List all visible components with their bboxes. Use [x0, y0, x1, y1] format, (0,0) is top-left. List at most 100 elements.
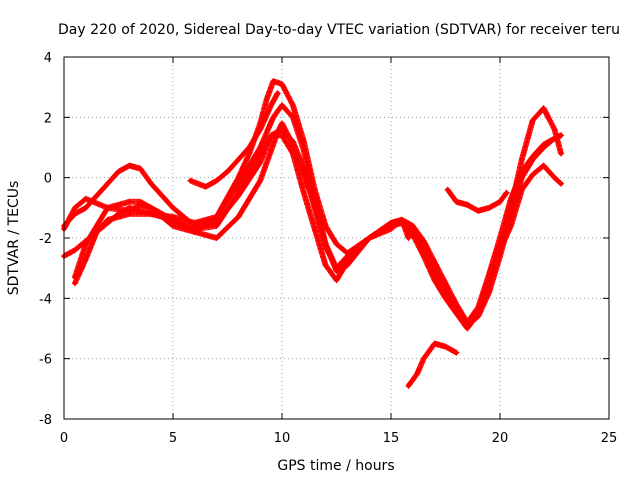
data-point: [388, 220, 394, 226]
series-markers: [71, 126, 565, 332]
data-point: [83, 256, 89, 262]
data-point: [497, 244, 503, 250]
data-point: [116, 169, 121, 174]
y-tick-label: 2: [44, 111, 52, 126]
data-point: [214, 214, 219, 220]
data-point: [552, 175, 557, 180]
data-point: [465, 202, 470, 208]
data-point: [421, 238, 426, 244]
data-point: [72, 205, 78, 211]
data-point: [138, 166, 143, 171]
plot-frame: [63, 56, 610, 420]
data-point: [170, 223, 176, 229]
data-point: [214, 235, 219, 241]
data-point: [188, 178, 193, 183]
data-point: [170, 214, 176, 220]
series-track-3: [71, 126, 565, 332]
data-point: [323, 223, 328, 229]
data-point: [301, 148, 306, 153]
data-point: [445, 187, 450, 192]
data-point: [268, 148, 274, 153]
data-point: [236, 214, 241, 220]
x-axis-label: GPS time / hours: [277, 458, 394, 474]
data-point: [83, 205, 89, 211]
data-point: [203, 184, 208, 189]
data-point: [105, 181, 110, 186]
data-point: [290, 139, 296, 144]
y-tick-label: 4: [44, 51, 52, 66]
data-point: [552, 127, 557, 132]
data-point: [410, 223, 415, 229]
data-point: [264, 97, 269, 102]
data-point: [454, 199, 459, 204]
data-point: [290, 151, 296, 156]
data-point: [486, 205, 492, 211]
data-point: [290, 115, 296, 120]
data-point: [432, 259, 437, 265]
data-point: [83, 241, 89, 247]
data-point: [465, 326, 470, 331]
data-point: [236, 190, 241, 195]
data-point: [72, 211, 78, 217]
y-tick-label: -2: [39, 232, 52, 247]
data-point: [290, 103, 296, 108]
data-point: [454, 350, 459, 355]
data-point: [279, 103, 285, 108]
data-point: [83, 196, 89, 201]
data-point: [367, 235, 372, 241]
series-track-6: [187, 90, 281, 190]
data-point: [271, 78, 276, 84]
data-point: [127, 163, 132, 168]
data-point: [414, 371, 420, 376]
x-tick-label: 25: [601, 431, 618, 446]
data-point: [236, 157, 241, 162]
data-point: [116, 211, 121, 217]
data-point: [497, 199, 503, 204]
data-point: [127, 205, 132, 211]
y-axis-label: SDTVAR / TECUs: [6, 181, 22, 296]
data-point: [268, 133, 274, 138]
data-point: [105, 220, 110, 226]
data-point: [279, 121, 285, 126]
data-point: [323, 241, 328, 247]
data-point: [72, 275, 78, 280]
data-point: [443, 344, 448, 349]
y-tick-label: -8: [39, 413, 52, 428]
data-point: [214, 223, 219, 229]
data-point: [530, 154, 535, 159]
data-point: [465, 320, 470, 325]
data-point: [476, 308, 481, 313]
data-point: [72, 281, 78, 286]
data-point: [258, 145, 263, 150]
grid-lines: [64, 57, 609, 419]
x-tick-label: 20: [492, 431, 509, 446]
data-point: [275, 91, 280, 96]
data-point: [388, 226, 394, 232]
data-point: [258, 127, 263, 132]
data-points: [61, 78, 565, 389]
data-point: [530, 118, 535, 123]
data-point: [247, 145, 252, 150]
series-markers: [405, 340, 460, 389]
axis-ticks: 0 5 10 15 20 25 -8 -6 -4 -2 0 2 4: [39, 51, 617, 446]
series-track-8: [444, 186, 510, 214]
series-track-7: [405, 340, 460, 389]
data-point: [312, 226, 317, 232]
data-point: [258, 178, 263, 183]
data-point: [541, 106, 546, 111]
data-point: [312, 196, 317, 201]
data-point: [149, 205, 154, 211]
data-point: [504, 190, 509, 195]
data-point: [271, 115, 276, 120]
data-point: [421, 356, 426, 361]
data-point: [279, 81, 285, 87]
data-point: [558, 151, 564, 156]
data-point: [170, 205, 176, 211]
data-point: [279, 127, 285, 132]
data-point: [334, 265, 339, 271]
data-point: [519, 187, 524, 192]
data-point: [476, 208, 481, 214]
data-point: [138, 199, 143, 204]
x-tick-label: 0: [60, 431, 68, 446]
